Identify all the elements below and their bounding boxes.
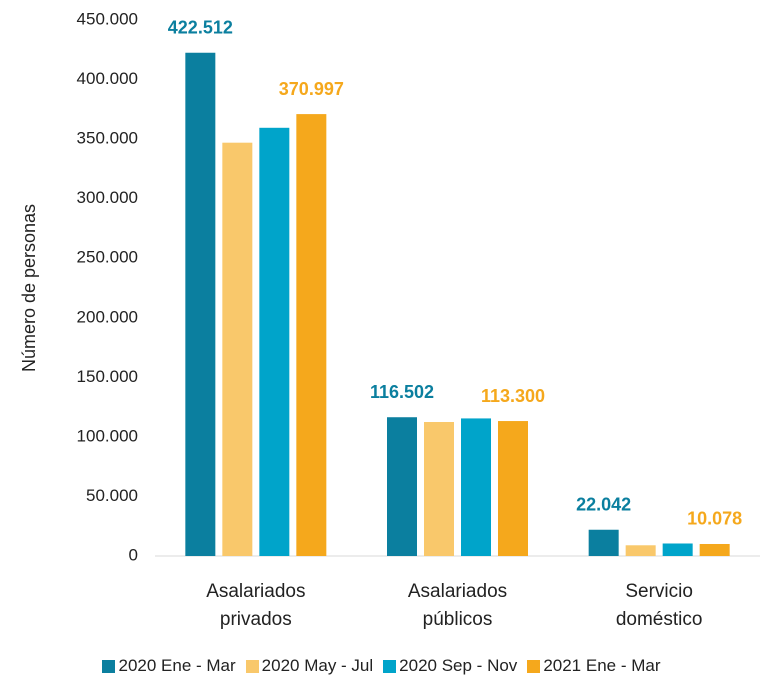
bar [699,543,730,556]
legend-label: 2021 Ene - Mar [543,656,661,675]
y-tick-label: 300.000 [77,188,138,207]
y-axis-title: Número de personas [19,204,39,372]
value-label: 116.502 [370,382,434,402]
x-tick-label: Servicio doméstico [615,581,703,630]
bar [625,545,656,556]
legend-item: 2020 Sep - Nov [383,656,517,676]
bar [222,142,253,556]
y-tick-label: 250.000 [77,248,138,267]
bar [588,529,619,556]
legend-item: 2020 May - Jul [245,656,374,676]
y-tick-label: 350.000 [77,129,138,148]
legend-swatch [102,659,116,673]
y-tick-label: 50.000 [86,486,138,505]
bar [259,127,290,556]
bar [424,422,454,556]
bar [296,114,327,556]
legend-swatch [527,659,541,673]
bar [498,421,528,556]
value-label: 10.078 [687,509,742,529]
plot: Número de personas 0 50.000 100.000 150.000… [19,9,760,564]
bar [662,543,693,556]
y-tick-label: 400.000 [77,69,138,88]
legend-swatch [245,659,259,673]
legend: 2020 Ene - Mar 2020 May - Jul 2020 Sep - N… [0,656,763,676]
legend-item: 2020 Ene - Mar [102,656,236,676]
legend-label: 2020 Ene - Mar [118,656,236,675]
value-label: 113.300 [481,386,545,406]
value-label: 22.042 [576,494,631,514]
legend-item: 2021 Ene - Mar [527,656,661,676]
y-tick-label: 200.000 [77,307,138,326]
y-tick-label: 100.000 [77,426,138,445]
legend-label: 2020 May - Jul [261,656,374,675]
y-tick-label: 450.000 [77,9,138,28]
x-tick-label: Asalariados privados [206,581,306,630]
legend-label: 2020 Sep - Nov [399,656,518,675]
y-tick-label: 0 [129,545,138,564]
value-label: 370.997 [279,79,344,99]
bar [185,52,216,556]
y-tick-label: 150.000 [77,367,138,386]
bar [387,417,417,556]
legend-swatch [383,659,397,673]
value-label: 422.512 [168,17,233,37]
x-tick-label: Asalariados públicos [407,581,508,630]
bar [461,418,491,556]
